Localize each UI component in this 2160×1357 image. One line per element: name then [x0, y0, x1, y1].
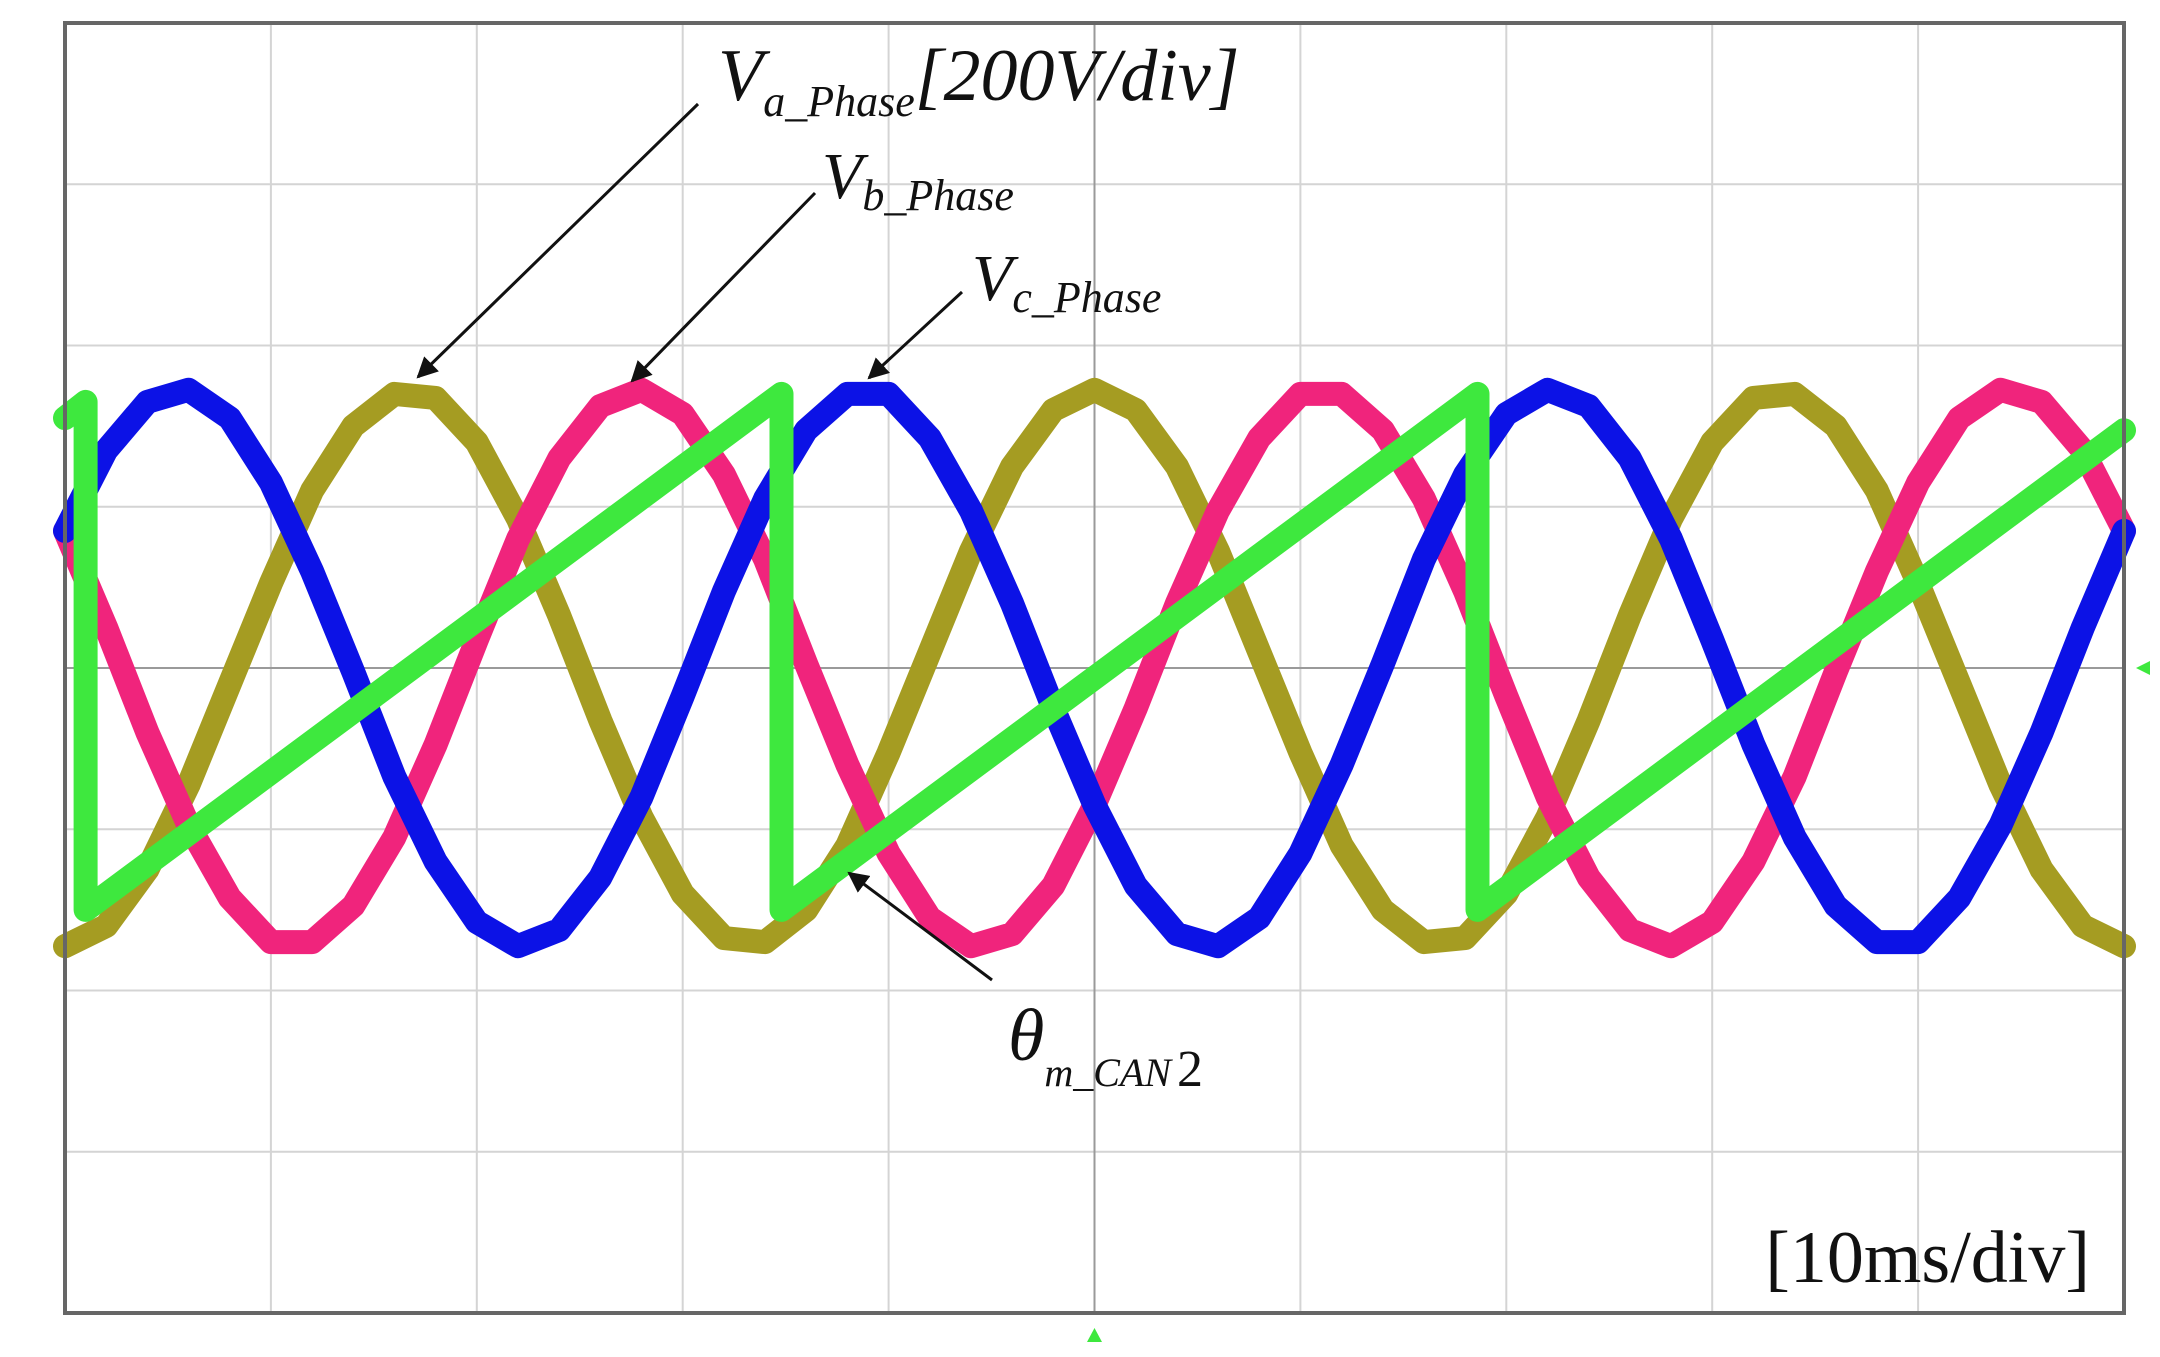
- annotation-sub: m_CAN: [1044, 1050, 1173, 1095]
- annotation-main: V: [718, 35, 771, 117]
- annotation-suffix: [200V/div]: [915, 35, 1240, 117]
- trace: [53, 381, 2136, 922]
- annotation: Vc_Phase: [972, 242, 1161, 322]
- arrow: [847, 871, 993, 982]
- arrow: [630, 191, 817, 383]
- trigger-marker: [1087, 1328, 1102, 1342]
- arrows: [416, 102, 993, 982]
- annotation-main: V: [822, 140, 869, 213]
- time-scale-note: [10ms/div]: [1765, 1217, 2090, 1299]
- annotation: Vb_Phase: [822, 140, 1014, 220]
- annotation-sub: b_Phase: [862, 171, 1014, 220]
- arrow: [416, 102, 700, 379]
- annotation-main: θ: [1008, 995, 1044, 1077]
- annotation-sub: a_Phase: [763, 77, 915, 126]
- annotation-sub: c_Phase: [1012, 273, 1161, 322]
- trace: [53, 377, 2136, 959]
- frame: [63, 21, 2126, 1315]
- trace: [53, 377, 2136, 959]
- level-marker: [2136, 661, 2150, 675]
- annotation-main: V: [972, 242, 1019, 315]
- annotation: θm_CAN 2: [1008, 995, 1203, 1098]
- traces: [53, 377, 2136, 959]
- arrow: [867, 290, 964, 380]
- annotation-suffix: 2: [1177, 1041, 1203, 1098]
- annotation: Va_Phase[200V/div]: [718, 35, 1240, 126]
